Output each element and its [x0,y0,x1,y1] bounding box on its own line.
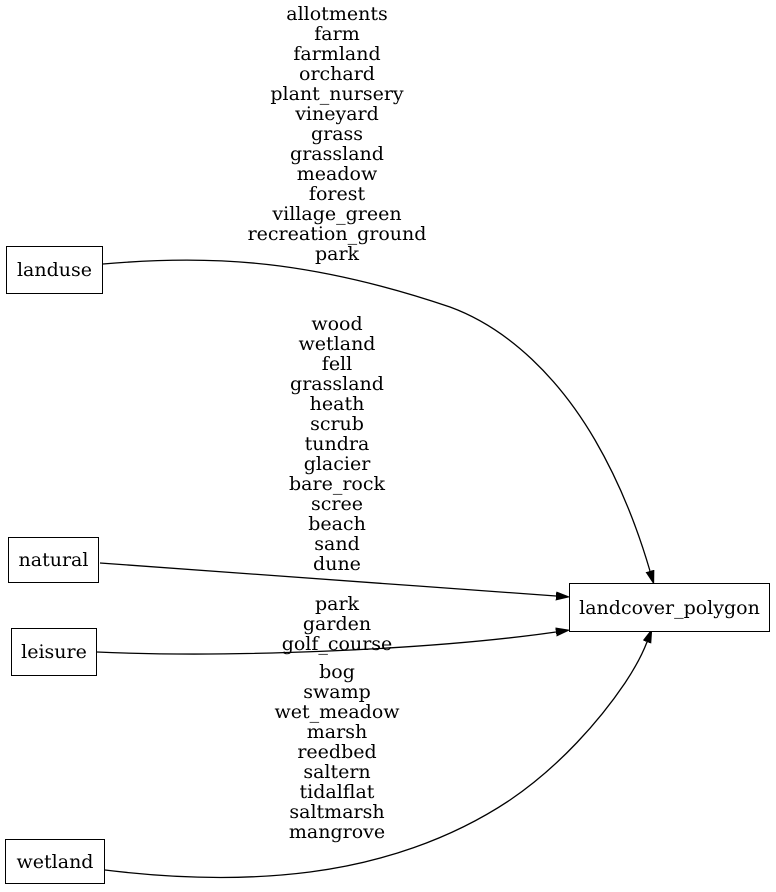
edge-label-natural-values: wood wetland fell grassland heath scrub tundra… [207,314,467,574]
edge-label-line: scree [311,493,363,515]
edge-label-line: mangrove [288,821,386,843]
edge-label-line: marsh [306,721,368,743]
edge-label-line: wet_meadow [274,701,400,723]
edge-label-line: garden [302,613,372,635]
edge-label-line: farm [314,23,360,45]
edge-label-line: grass [310,123,364,145]
edge-label-line: saltmarsh [289,801,385,823]
edge-wetland-to-landcover [104,642,647,879]
edge-label-line: sand [314,533,360,555]
edge-label-line: bare_rock [289,473,385,495]
edge-label-line: wood [311,313,363,335]
edge-label-line: farmland [293,43,381,65]
edge-label-line: saltern [303,761,371,783]
edge-label-line: orchard [299,63,375,85]
edge-label-leisure-values: park garden golf_course [207,594,467,654]
node-natural-label: natural [18,549,89,571]
edge-label-line: grassland [290,143,384,165]
edge-label-line: scrub [310,413,364,435]
node-leisure-label: leisure [21,641,87,663]
edge-label-line: forest [308,183,366,205]
edge-label-line: reedbed [297,741,377,763]
edge-label-line: glacier [303,453,371,475]
edge-leisure-to-landcover [96,632,556,655]
edge-label-line: wetland [298,333,376,355]
edge-label-line: allotments [286,3,388,25]
edge-label-line: park [314,593,360,615]
edge-landuse-to-landcover [102,259,650,571]
edge-label-line: village_green [272,203,402,225]
edge-label-line: golf_course [281,633,393,655]
node-landuse-label: landuse [16,259,93,281]
edge-label-line: tundra [304,433,370,455]
node-leisure: leisure [11,628,97,676]
edge-label-line: heath [309,393,365,415]
edge-natural-to-landcover [99,562,556,596]
edge-label-line: park [314,243,360,265]
edge-label-landuse-values: allotments farm farmland orchard plant_nurse… [207,4,467,264]
node-landcover-polygon-label: landcover_polygon [579,596,760,619]
edge-label-line: grassland [290,373,384,395]
edge-label-line: vineyard [295,103,379,125]
node-landcover-polygon: landcover_polygon [569,583,770,632]
edge-label-line: tidalflat [299,781,375,803]
edge-label-line: bog [319,661,355,683]
node-wetland-label: wetland [16,850,94,873]
node-natural: natural [8,537,99,583]
edge-label-line: meadow [296,163,378,185]
edge-label-line: swamp [303,681,371,703]
edge-label-line: plant_nursery [270,83,404,105]
edge-label-line: recreation_ground [247,223,427,245]
edge-label-line: fell [321,353,353,375]
node-wetland: wetland [5,839,105,884]
edge-label-line: beach [308,513,366,535]
node-landuse: landuse [6,246,103,294]
edge-label-line: dune [313,553,361,575]
edge-label-wetland-values: bog swamp wet_meadow marsh reedbed saltern tid… [207,662,467,842]
